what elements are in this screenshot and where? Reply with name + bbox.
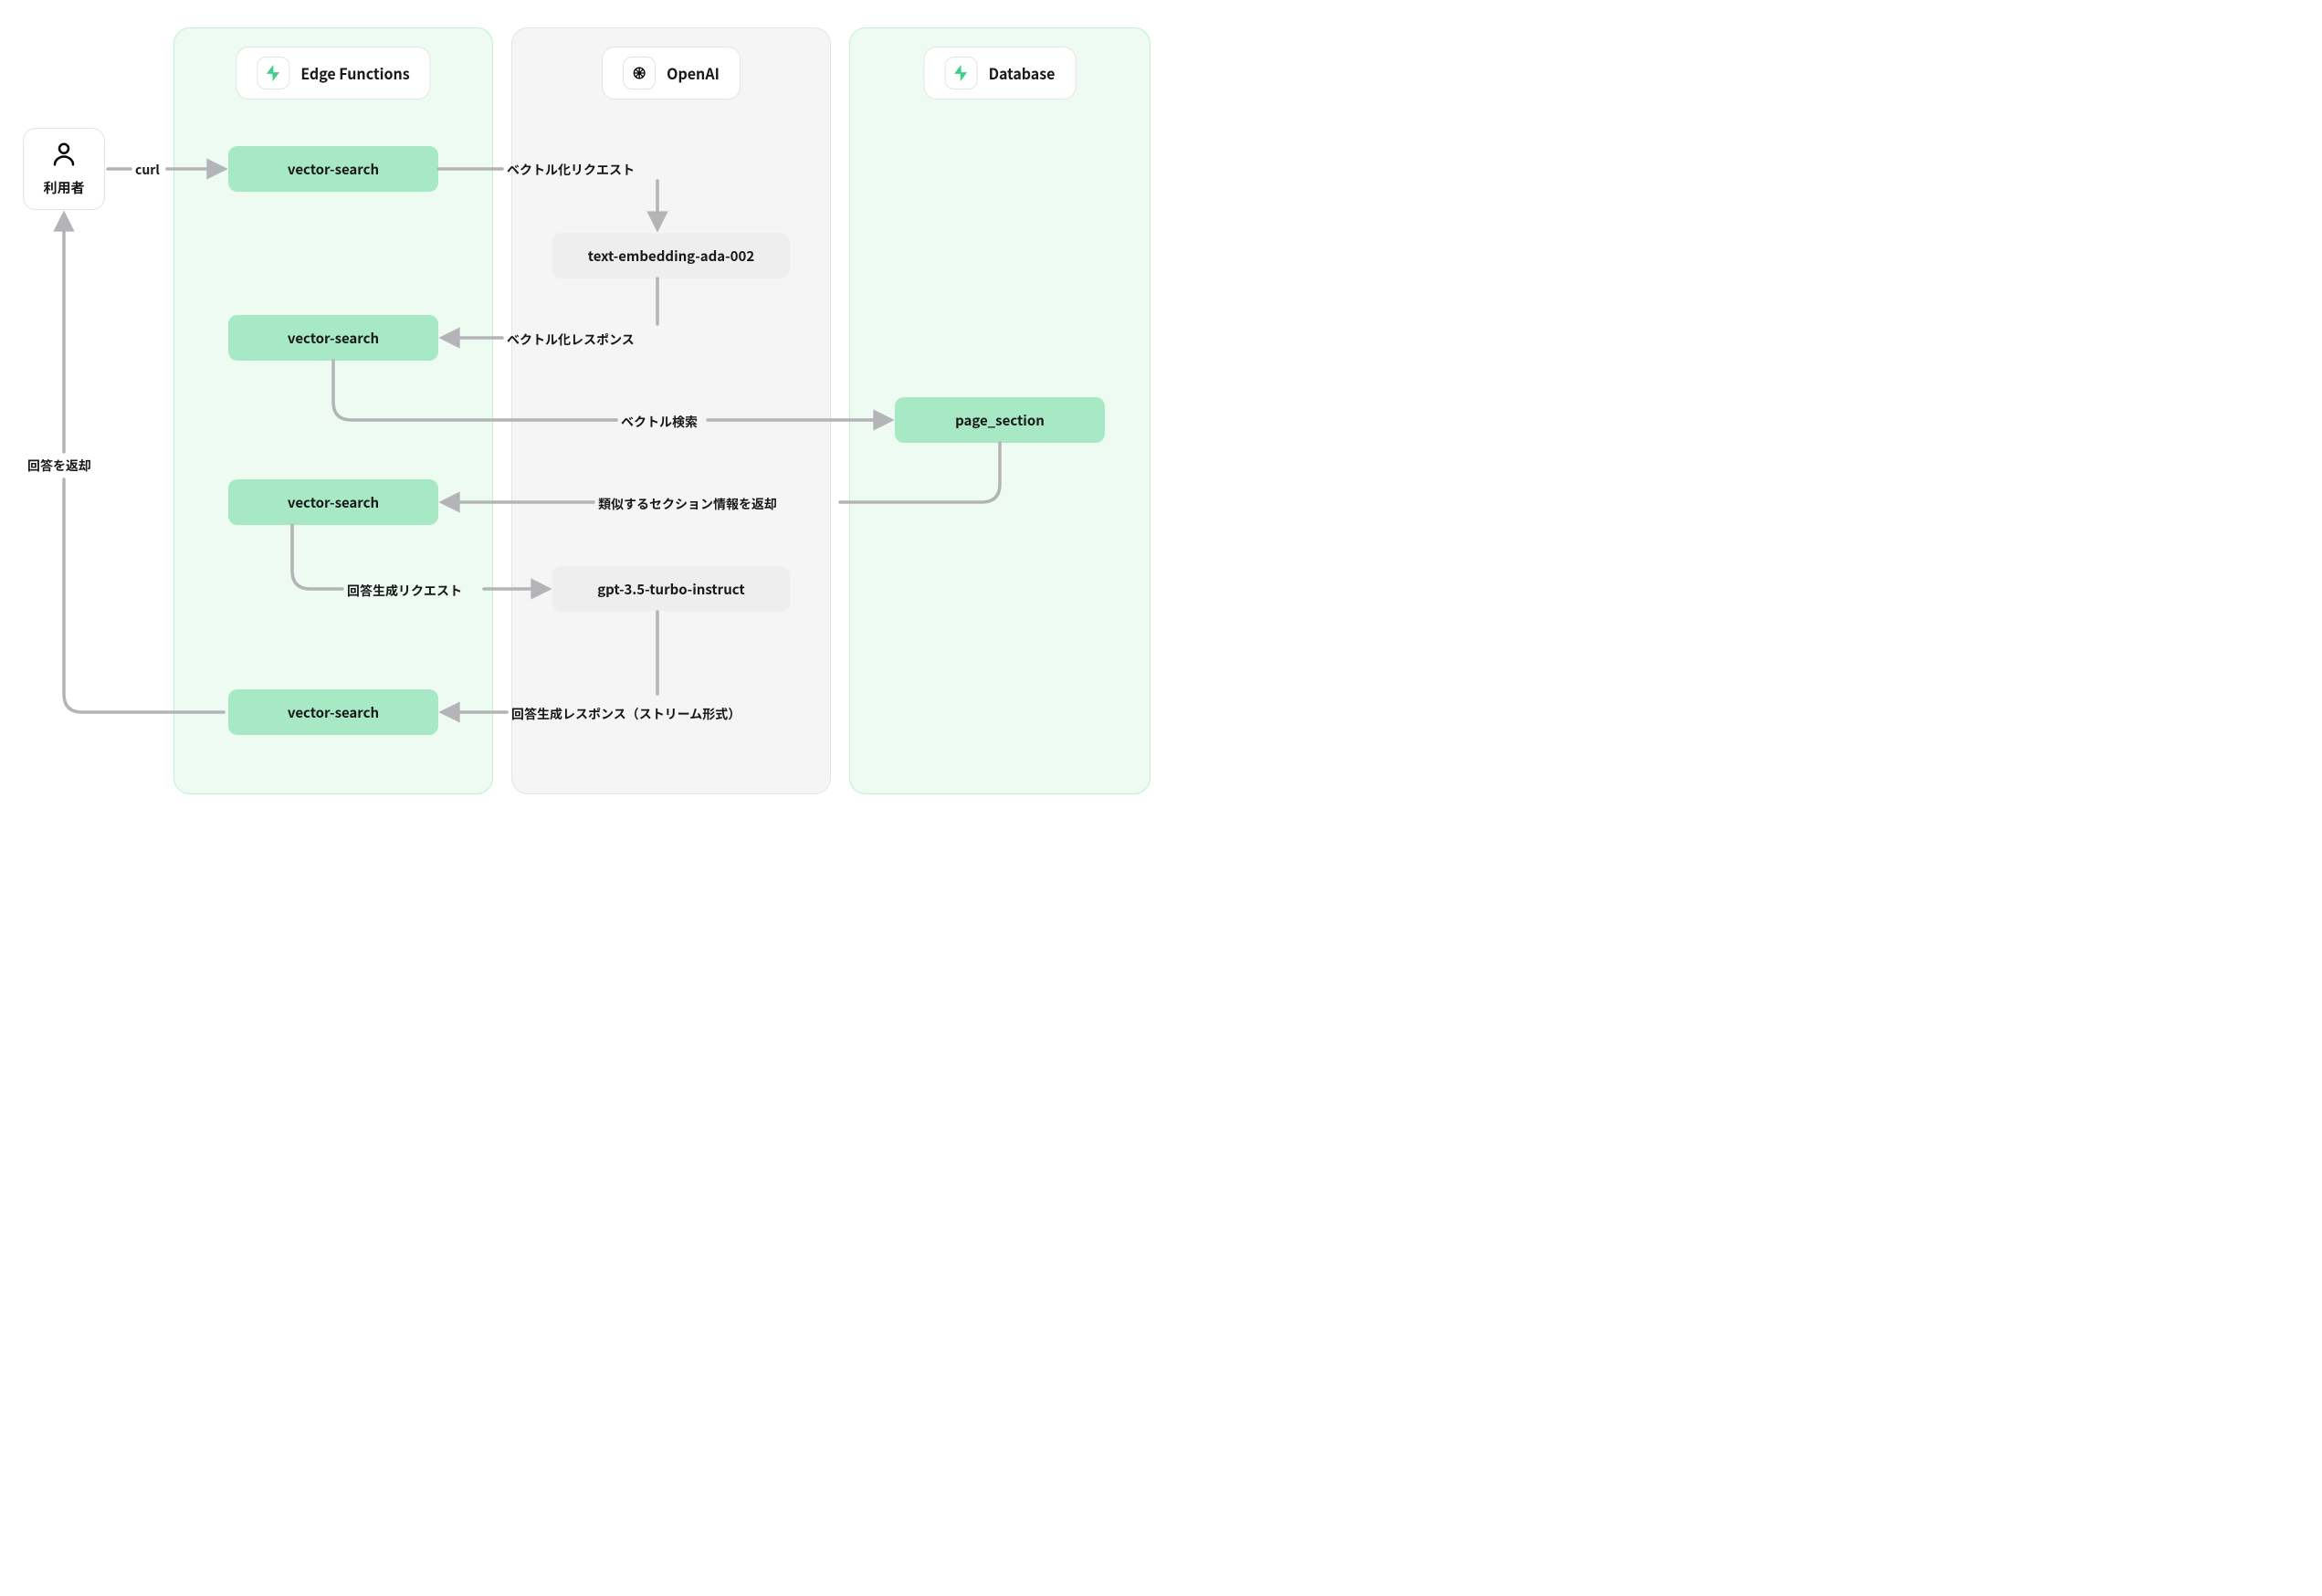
supabase-icon (257, 57, 289, 89)
edge-label-genreq: 回答生成リクエスト (347, 582, 462, 600)
lane-header-edge: Edge Functions (236, 47, 430, 100)
edge-label-curl: curl (135, 161, 160, 179)
lane-openai: OpenAI (511, 27, 831, 794)
node-vector-search-3: vector-search (228, 479, 438, 525)
lane-title: Edge Functions (300, 62, 409, 84)
edge-label-vecreq: ベクトル化リクエスト (507, 161, 635, 179)
node-vector-search-2: vector-search (228, 315, 438, 361)
openai-icon (623, 57, 656, 89)
node-vector-search-4: vector-search (228, 689, 438, 735)
lane-title: OpenAI (667, 62, 720, 84)
actor-label: 利用者 (43, 178, 84, 197)
node-gpt: gpt-3.5-turbo-instruct (552, 566, 790, 612)
lane-header-openai: OpenAI (602, 47, 741, 100)
edge-label-vecsrch: ベクトル検索 (621, 413, 698, 431)
supabase-icon (945, 57, 978, 89)
edge-label-genres: 回答生成レスポンス（ストリーム形式） (511, 705, 741, 723)
node-page-section: page_section (895, 397, 1105, 443)
lane-edge-functions: Edge Functions (173, 27, 493, 794)
user-icon (50, 141, 78, 173)
node-text-embedding: text-embedding-ada-002 (552, 233, 790, 278)
node-vector-search-1: vector-search (228, 146, 438, 192)
edge-label-return: 回答を返却 (27, 457, 91, 475)
edge-label-vecres: ベクトル化レスポンス (507, 331, 635, 349)
lane-title: Database (989, 62, 1056, 84)
lane-header-db: Database (924, 47, 1077, 100)
actor-user: 利用者 (23, 128, 105, 210)
edge-label-simres: 類似するセクション情報を返却 (598, 495, 777, 513)
